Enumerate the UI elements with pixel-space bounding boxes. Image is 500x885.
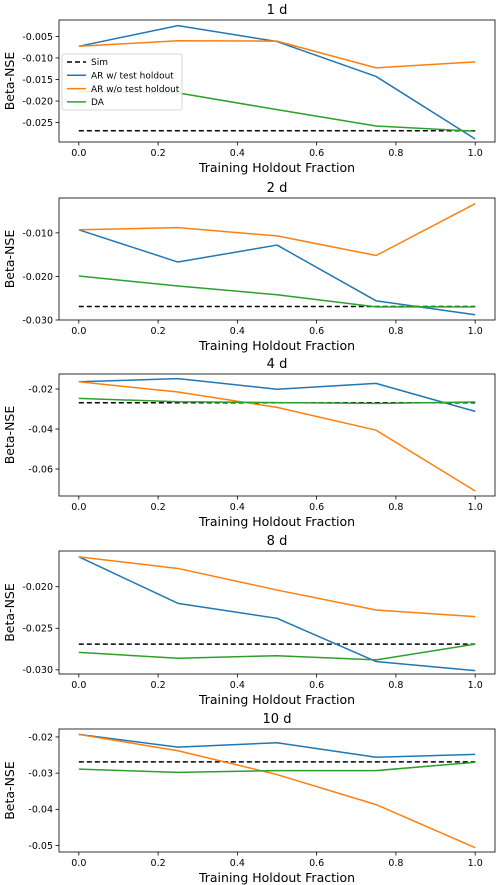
x-tick-label: 0.4	[230, 502, 245, 513]
x-tick-label: 1.0	[468, 680, 483, 691]
x-tick-label: 0.0	[71, 680, 86, 691]
x-tick-label: 0.6	[309, 326, 324, 337]
y-axis-label: Beta-NSE	[2, 406, 17, 465]
series-line-da	[78, 397, 476, 405]
series-line-ar-w-o-test-holdout	[78, 202, 476, 257]
x-tick-label: 0.0	[71, 148, 86, 159]
y-tick-label: -0.015	[22, 75, 53, 86]
series-line-ar-w-o-test-holdout	[78, 381, 476, 492]
x-tick-label: 1.0	[468, 326, 483, 337]
series-line-ar-w-o-test-holdout	[78, 733, 476, 849]
plot-frame	[58, 19, 496, 143]
x-tick-label: 0.6	[309, 858, 324, 869]
y-tick-label: -0.010	[22, 53, 53, 64]
y-tick-label: -0.025	[22, 624, 53, 635]
x-axis-label: Training Holdout Fraction	[198, 692, 355, 707]
legend-entry-label: Sim	[91, 58, 108, 68]
y-axis-label: Beta-NSE	[2, 52, 17, 111]
x-tick-label: 0.4	[230, 326, 245, 337]
y-tick-label: -0.05	[28, 841, 53, 852]
series-line-ar-w-test-holdout	[78, 229, 476, 316]
y-tick-label: -0.020	[22, 96, 53, 107]
chart-title: 1 d	[267, 3, 288, 18]
chart-panel: 8 d 0.0 0.2 0.4 0.6 0.8 1.0 -0.020 -0.025 -0.030 T…	[2, 534, 496, 707]
x-tick-label: 0.0	[71, 858, 86, 869]
legend-box	[61, 53, 183, 111]
y-tick-label: -0.030	[22, 315, 53, 326]
series-line-da	[78, 275, 476, 308]
x-tick-label: 1.0	[468, 858, 483, 869]
y-tick-label: -0.005	[22, 32, 53, 43]
series-line-ar-w-test-holdout	[78, 733, 476, 758]
legend-entry-label: AR w/o test holdout	[91, 85, 180, 95]
plot-frame	[58, 197, 496, 321]
x-axis-label: Training Holdout Fraction	[198, 160, 355, 175]
x-axis-label: Training Holdout Fraction	[198, 514, 355, 529]
y-tick-label: -0.020	[22, 582, 53, 593]
y-axis-label: Beta-NSE	[2, 583, 17, 642]
x-tick-label: 0.6	[309, 680, 324, 691]
y-axis-label: Beta-NSE	[2, 761, 17, 820]
y-tick-label: -0.03	[28, 769, 53, 780]
y-tick-label: -0.06	[28, 464, 53, 475]
y-tick-label: -0.025	[22, 118, 53, 129]
y-tick-label: -0.02	[28, 732, 53, 743]
x-tick-label: 0.2	[151, 502, 166, 513]
x-tick-label: 0.2	[151, 326, 166, 337]
x-tick-label: 0.8	[388, 502, 403, 513]
series-line-da	[78, 761, 476, 774]
chart-title: 4 d	[267, 357, 288, 372]
chart-panel: 4 d 0.0 0.2 0.4 0.6 0.8 1.0 -0.02 -0.04 -0.06 Trai…	[2, 357, 496, 529]
x-axis-label: Training Holdout Fraction	[198, 870, 355, 885]
y-tick-label: -0.010	[22, 228, 53, 239]
legend: Sim AR w/ test holdout AR w/o test holdout…	[61, 53, 183, 111]
x-tick-label: 0.0	[71, 326, 86, 337]
x-tick-label: 0.8	[388, 858, 403, 869]
y-tick-label: -0.030	[22, 665, 53, 676]
chart-title: 10 d	[263, 712, 292, 727]
chart-panel: 2 d 0.0 0.2 0.4 0.6 0.8 1.0 -0.010 -0.020 -0.030 T…	[2, 181, 496, 353]
series-line-da	[78, 643, 476, 661]
plot-frame	[58, 728, 496, 853]
x-tick-label: 0.0	[71, 502, 86, 513]
y-axis-label: Beta-NSE	[2, 230, 17, 289]
chart-panel: 1 d 0.0 0.2 0.4 0.6 0.8 1.0 -0.005 -0.010 -0.015 -…	[2, 3, 496, 175]
y-tick-label: -0.04	[28, 424, 53, 435]
chart-title: 8 d	[267, 534, 288, 549]
y-tick-label: -0.020	[22, 272, 53, 283]
series-line-ar-w-o-test-holdout	[78, 556, 476, 618]
x-tick-label: 0.4	[230, 148, 245, 159]
x-tick-label: 0.8	[388, 680, 403, 691]
chart-panel: 10 d 0.0 0.2 0.4 0.6 0.8 1.0 -0.02 -0.03 -0.04 -0.…	[2, 712, 496, 885]
y-tick-label: -0.04	[28, 805, 53, 816]
legend-entry-label: AR w/ test holdout	[91, 72, 174, 82]
x-tick-label: 1.0	[468, 148, 483, 159]
x-axis-label: Training Holdout Fraction	[198, 338, 355, 353]
chart-title: 2 d	[267, 181, 288, 196]
x-tick-label: 0.4	[230, 858, 245, 869]
series-line-ar-w-test-holdout	[78, 556, 476, 672]
x-tick-label: 0.8	[388, 326, 403, 337]
y-tick-label: -0.02	[28, 384, 53, 395]
series-line-ar-w-o-test-holdout	[78, 39, 476, 69]
x-tick-label: 0.2	[151, 858, 166, 869]
x-tick-label: 0.6	[309, 502, 324, 513]
x-tick-label: 0.6	[309, 148, 324, 159]
plot-frame	[58, 550, 496, 675]
plot-frame	[58, 373, 496, 497]
x-tick-label: 1.0	[468, 502, 483, 513]
x-tick-label: 0.2	[151, 148, 166, 159]
series-line-ar-w-test-holdout	[78, 377, 476, 413]
x-tick-label: 0.8	[388, 148, 403, 159]
legend-entry-label: DA	[91, 98, 105, 108]
x-tick-label: 0.2	[151, 680, 166, 691]
x-tick-label: 0.4	[230, 680, 245, 691]
